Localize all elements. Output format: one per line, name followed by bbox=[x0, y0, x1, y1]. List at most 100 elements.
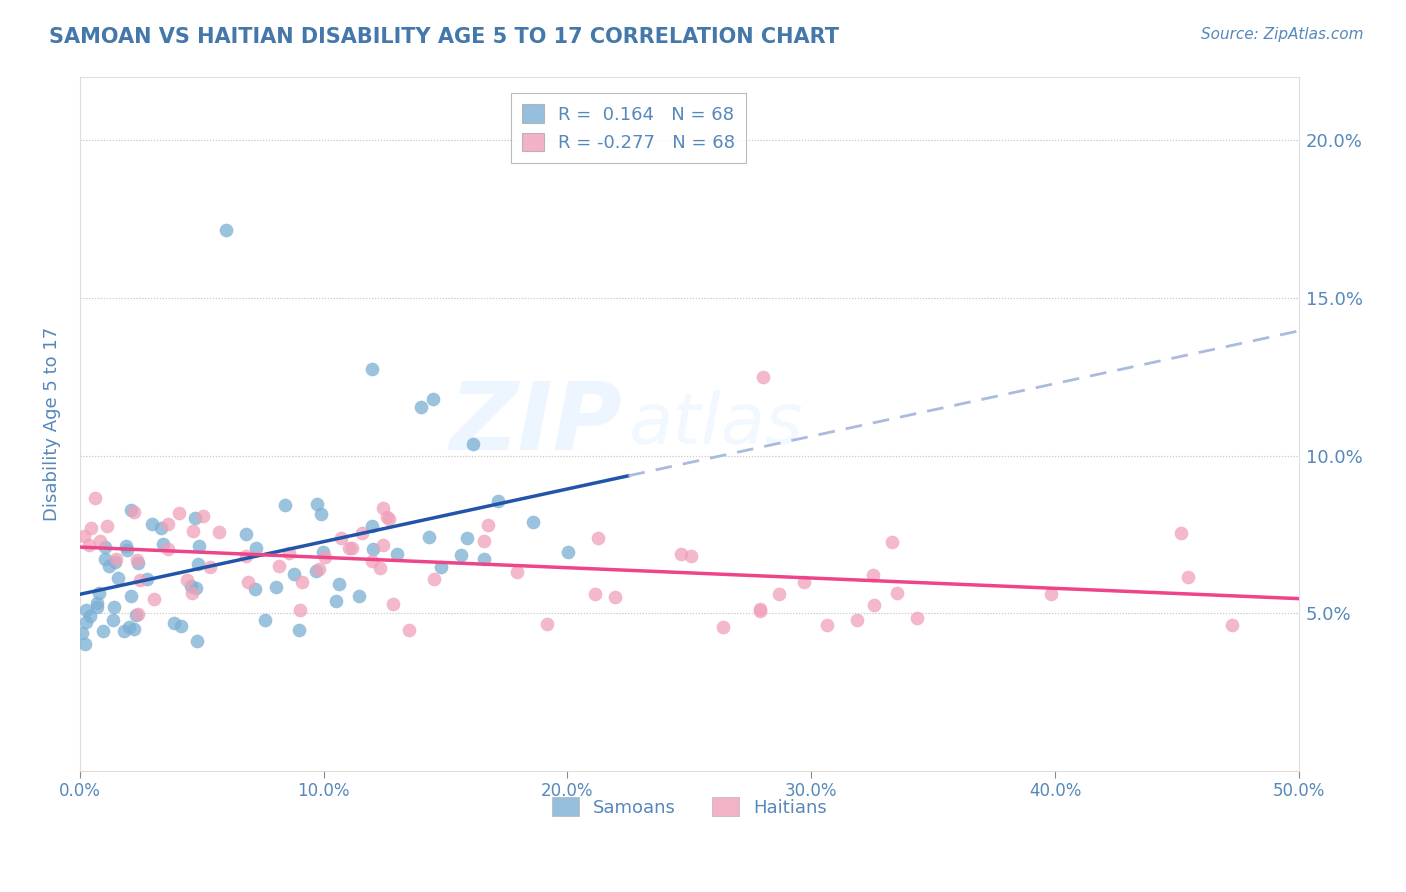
Point bbox=[283, 567, 305, 582]
Point bbox=[149, 521, 172, 535]
Point bbox=[1177, 570, 1199, 584]
Point bbox=[361, 519, 384, 533]
Point bbox=[77, 538, 100, 552]
Point bbox=[290, 603, 312, 617]
Point bbox=[181, 586, 204, 600]
Point bbox=[337, 541, 360, 556]
Point bbox=[122, 505, 145, 519]
Point bbox=[156, 541, 179, 556]
Point bbox=[278, 546, 301, 560]
Point bbox=[103, 600, 125, 615]
Point bbox=[115, 539, 138, 553]
Legend: Samoans, Haitians: Samoans, Haitians bbox=[544, 790, 835, 824]
Point bbox=[585, 586, 607, 600]
Point bbox=[361, 554, 384, 568]
Point bbox=[398, 623, 420, 637]
Point bbox=[422, 392, 444, 406]
Point bbox=[886, 585, 908, 599]
Point bbox=[79, 521, 101, 535]
Point bbox=[325, 594, 347, 608]
Point bbox=[184, 510, 207, 524]
Point bbox=[711, 619, 734, 633]
Point bbox=[863, 598, 886, 612]
Y-axis label: Disability Age 5 to 17: Disability Age 5 to 17 bbox=[44, 327, 60, 521]
Point bbox=[274, 498, 297, 512]
Point bbox=[208, 525, 231, 540]
Point bbox=[472, 533, 495, 548]
Point bbox=[112, 624, 135, 638]
Text: SAMOAN VS HAITIAN DISABILITY AGE 5 TO 17 CORRELATION CHART: SAMOAN VS HAITIAN DISABILITY AGE 5 TO 17… bbox=[49, 27, 839, 46]
Point bbox=[75, 615, 97, 629]
Point bbox=[905, 611, 928, 625]
Point bbox=[486, 494, 509, 508]
Point bbox=[157, 516, 180, 531]
Point bbox=[751, 369, 773, 384]
Point bbox=[1170, 525, 1192, 540]
Point bbox=[72, 626, 94, 640]
Point bbox=[862, 567, 884, 582]
Point bbox=[361, 541, 384, 556]
Point bbox=[104, 552, 127, 566]
Point bbox=[122, 622, 145, 636]
Point bbox=[418, 530, 440, 544]
Point bbox=[186, 633, 208, 648]
Point bbox=[127, 556, 149, 570]
Point bbox=[129, 573, 152, 587]
Point bbox=[245, 582, 267, 597]
Point bbox=[264, 580, 287, 594]
Point bbox=[382, 597, 405, 611]
Point bbox=[103, 613, 125, 627]
Text: atlas: atlas bbox=[628, 390, 803, 458]
Point bbox=[311, 545, 333, 559]
Point bbox=[235, 527, 257, 541]
Point bbox=[180, 579, 202, 593]
Point bbox=[84, 491, 107, 505]
Point bbox=[87, 586, 110, 600]
Point bbox=[793, 574, 815, 589]
Point bbox=[328, 577, 350, 591]
Point bbox=[368, 560, 391, 574]
Point bbox=[167, 506, 190, 520]
Point bbox=[308, 562, 330, 576]
Point bbox=[472, 551, 495, 566]
Point bbox=[768, 587, 790, 601]
Point bbox=[86, 600, 108, 615]
Point bbox=[86, 596, 108, 610]
Point bbox=[107, 571, 129, 585]
Point bbox=[347, 589, 370, 603]
Point bbox=[815, 618, 838, 632]
Point bbox=[120, 503, 142, 517]
Point bbox=[143, 591, 166, 606]
Point bbox=[186, 557, 208, 571]
Point bbox=[340, 541, 363, 555]
Point bbox=[669, 548, 692, 562]
Point bbox=[170, 619, 193, 633]
Point bbox=[430, 559, 453, 574]
Point bbox=[1039, 586, 1062, 600]
Point bbox=[127, 553, 149, 567]
Point bbox=[378, 512, 401, 526]
Point bbox=[125, 607, 148, 622]
Point bbox=[305, 497, 328, 511]
Point bbox=[305, 564, 328, 578]
Point bbox=[522, 515, 544, 529]
Point bbox=[152, 537, 174, 551]
Point bbox=[477, 518, 499, 533]
Point bbox=[288, 623, 311, 637]
Point bbox=[880, 535, 903, 549]
Point bbox=[120, 590, 142, 604]
Point bbox=[371, 538, 394, 552]
Point bbox=[245, 541, 267, 555]
Point bbox=[605, 590, 627, 604]
Point bbox=[93, 551, 115, 566]
Point bbox=[75, 637, 97, 651]
Point bbox=[536, 616, 558, 631]
Point bbox=[681, 549, 703, 564]
Point bbox=[75, 603, 97, 617]
Point bbox=[176, 574, 198, 588]
Point bbox=[845, 613, 868, 627]
Point bbox=[94, 540, 117, 554]
Point bbox=[1222, 617, 1244, 632]
Point bbox=[236, 574, 259, 589]
Point bbox=[235, 549, 257, 563]
